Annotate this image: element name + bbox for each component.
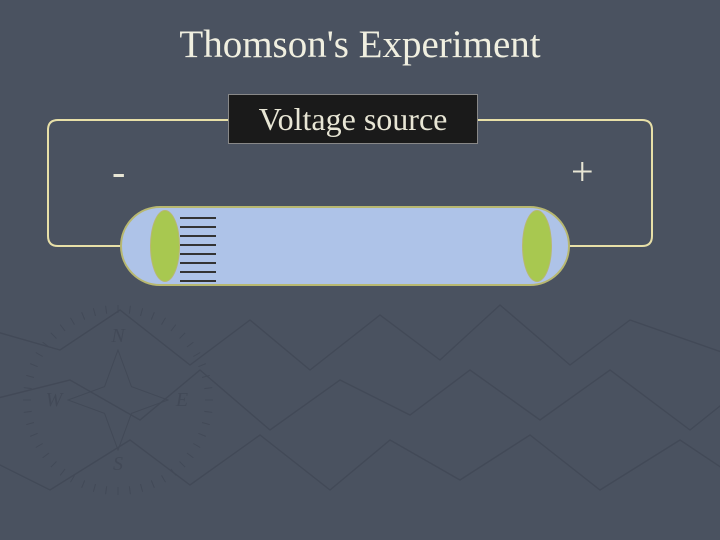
svg-text:S: S: [113, 453, 123, 475]
ray-line: [180, 271, 216, 273]
cathode-electrode: [150, 210, 180, 282]
svg-text:E: E: [175, 389, 188, 411]
svg-text:W: W: [46, 389, 65, 411]
anode-sign: +: [571, 148, 594, 195]
ray-line: [180, 226, 216, 228]
ray-line: [180, 262, 216, 264]
ray-line: [180, 235, 216, 237]
ray-line: [180, 253, 216, 255]
page-title: Thomson's Experiment: [179, 22, 540, 67]
cathode-sign: -: [112, 148, 125, 195]
ray-line: [180, 244, 216, 246]
voltage-source-label: Voltage source: [259, 101, 448, 138]
voltage-source-box: Voltage source: [228, 94, 478, 144]
ray-line: [180, 280, 216, 282]
ray-line: [180, 217, 216, 219]
svg-text:N: N: [110, 325, 126, 347]
anode-electrode: [522, 210, 552, 282]
